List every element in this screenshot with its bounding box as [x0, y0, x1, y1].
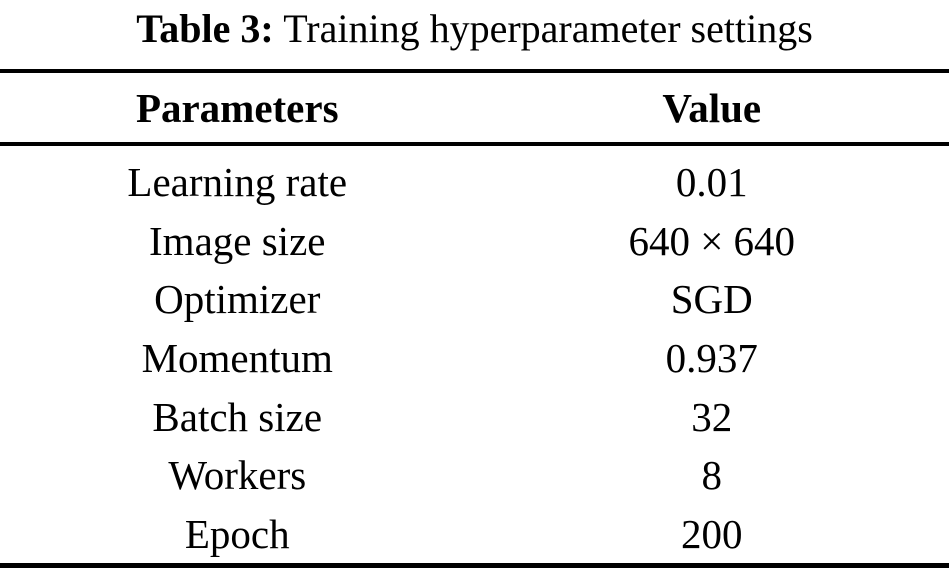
table-row: Image size 640 × 640 [0, 212, 949, 271]
parameter-value: SGD [670, 276, 753, 323]
table-header-row: Parameters Value [0, 73, 949, 142]
table-row: Batch size 32 [0, 387, 949, 446]
table-row: Learning rate 0.01 [0, 153, 949, 212]
parameter-value: 32 [691, 393, 733, 440]
table-caption: Table 3: Training hyperparameter setting… [0, 0, 949, 69]
table-row: Optimizer SGD [0, 270, 949, 329]
parameter-value: 0.01 [675, 159, 748, 206]
parameter-name: Image size [149, 217, 326, 264]
parameter-name: Workers [168, 452, 307, 499]
table-bottom-rule [0, 563, 949, 568]
parameter-name: Momentum [141, 335, 333, 382]
parameter-value: 200 [681, 510, 743, 557]
table-row: Epoch 200 [0, 504, 949, 563]
parameter-name: Optimizer [154, 276, 321, 323]
parameter-name: Epoch [184, 510, 290, 557]
table-caption-text: Training hyperparameter settings [283, 6, 813, 51]
table-row: Workers 8 [0, 446, 949, 505]
parameter-value: 8 [701, 452, 723, 499]
parameter-value: 0.937 [665, 335, 758, 382]
table-top-rule [0, 69, 949, 73]
table-caption-label: Table 3: [136, 6, 274, 51]
parameter-name: Learning rate [127, 159, 348, 206]
column-header-parameters: Parameters [135, 84, 339, 131]
parameter-name: Batch size [152, 393, 323, 440]
column-header-value: Value [662, 84, 762, 131]
parameter-value: 640 × 640 [628, 217, 796, 264]
table-body: Learning rate 0.01 Image size 640 × 640 … [0, 146, 949, 563]
table-row: Momentum 0.937 [0, 329, 949, 388]
table-header-rule [0, 142, 949, 146]
